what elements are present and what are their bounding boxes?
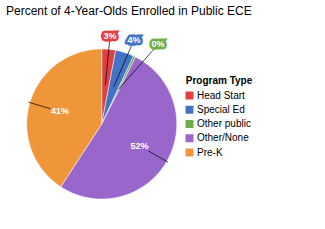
svg-text:Other/None: Other/None xyxy=(197,132,249,143)
svg-text:Special Ed: Special Ed xyxy=(197,104,245,115)
svg-text:Program Type: Program Type xyxy=(186,75,253,86)
svg-text:0%: 0% xyxy=(152,39,165,49)
svg-text:Head Start: Head Start xyxy=(197,90,245,101)
html-text:Percent of 4-Year-Olds Enrolle: Percent of 4-Year-Olds Enrolled in Publi… xyxy=(6,4,252,18)
svg-text:Pre-K: Pre-K xyxy=(197,147,223,158)
svg-text:3%: 3% xyxy=(104,31,117,41)
svg-text:41%: 41% xyxy=(51,106,69,116)
svg-text:52%: 52% xyxy=(130,141,148,151)
svg-text:Other public: Other public xyxy=(197,118,251,129)
svg-text:4%: 4% xyxy=(128,35,141,45)
